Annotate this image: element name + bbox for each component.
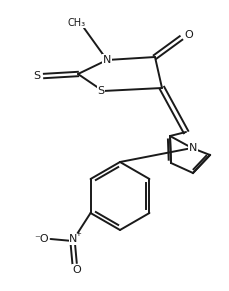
Text: N: N bbox=[103, 55, 111, 65]
Text: S: S bbox=[97, 86, 105, 96]
Text: CH₃: CH₃ bbox=[68, 18, 86, 28]
Text: N: N bbox=[189, 143, 197, 153]
Text: N: N bbox=[69, 234, 78, 244]
Text: O: O bbox=[185, 30, 193, 40]
Text: S: S bbox=[33, 71, 41, 81]
Text: +: + bbox=[76, 231, 82, 237]
Text: O: O bbox=[72, 265, 81, 275]
Text: ⁻O: ⁻O bbox=[34, 234, 49, 244]
